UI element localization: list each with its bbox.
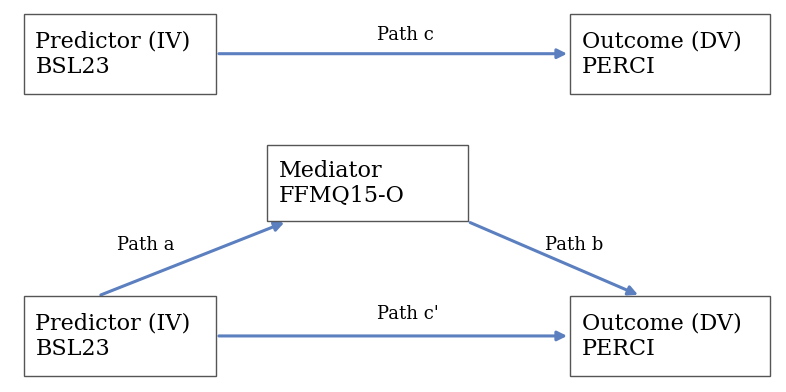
FancyBboxPatch shape [24, 296, 216, 376]
Text: Outcome (DV)
PERCI: Outcome (DV) PERCI [582, 30, 741, 78]
Text: Path c': Path c' [377, 305, 439, 323]
FancyBboxPatch shape [570, 14, 770, 94]
Text: Mediator
FFMQ15-O: Mediator FFMQ15-O [279, 160, 405, 207]
Text: Predictor (IV)
BSL23: Predictor (IV) BSL23 [35, 30, 191, 78]
Text: Path c: Path c [377, 26, 434, 44]
Text: Predictor (IV)
BSL23: Predictor (IV) BSL23 [35, 312, 191, 360]
FancyBboxPatch shape [267, 145, 468, 221]
Text: Outcome (DV)
PERCI: Outcome (DV) PERCI [582, 312, 741, 360]
FancyBboxPatch shape [570, 296, 770, 376]
FancyBboxPatch shape [24, 14, 216, 94]
Text: Path a: Path a [116, 236, 174, 254]
Text: Path b: Path b [545, 236, 603, 254]
